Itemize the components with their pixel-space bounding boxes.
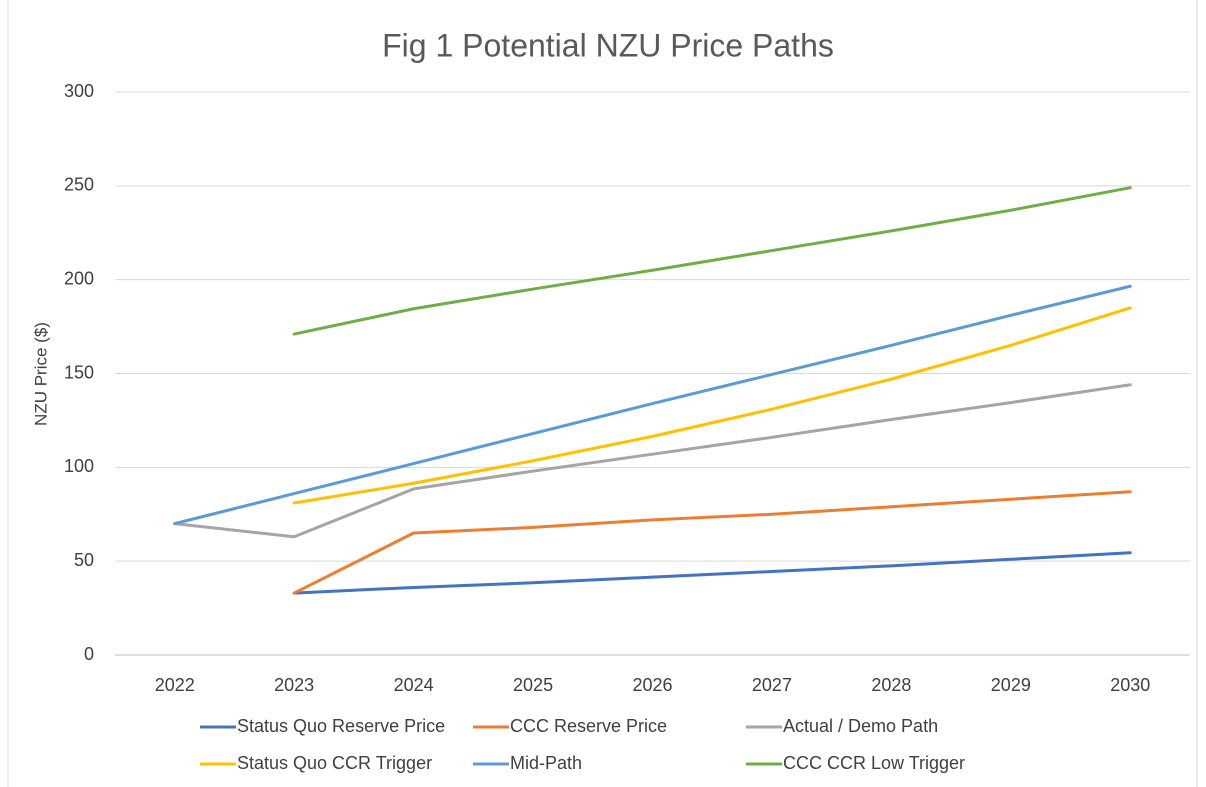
x-tick-label: 2028 — [871, 675, 911, 695]
y-tick-label: 100 — [64, 456, 94, 476]
x-tick-label: 2023 — [274, 675, 314, 695]
chart-title: Fig 1 Potential NZU Price Paths — [382, 27, 834, 63]
legend-label: CCC Reserve Price — [510, 716, 667, 736]
legend-label: Actual / Demo Path — [783, 716, 938, 736]
series-line — [292, 186, 1132, 336]
series-line — [173, 383, 1132, 539]
series-line — [292, 490, 1132, 595]
x-tick-label: 2030 — [1110, 675, 1150, 695]
x-tick-label: 2027 — [752, 675, 792, 695]
x-tick-label: 2024 — [394, 675, 434, 695]
x-tick-label: 2029 — [991, 675, 1031, 695]
series-line — [173, 284, 1132, 526]
y-tick-label: 300 — [64, 81, 94, 101]
legend-label: Status Quo CCR Trigger — [237, 753, 432, 773]
chart-frame — [7, 0, 1198, 787]
y-axis-label: NZU Price ($) — [31, 322, 50, 426]
y-tick-label: 50 — [74, 550, 94, 570]
legend-label: Mid-Path — [510, 753, 582, 773]
legend-label: Status Quo Reserve Price — [237, 716, 445, 736]
y-tick-label: 250 — [64, 175, 94, 195]
x-tick-label: 2026 — [632, 675, 672, 695]
series-line — [292, 306, 1132, 505]
legend-label: CCC CCR Low Trigger — [783, 753, 965, 773]
x-tick-label: 2022 — [155, 675, 195, 695]
y-tick-label: 200 — [64, 268, 94, 288]
series-line — [292, 551, 1132, 595]
y-tick-label: 150 — [64, 362, 94, 382]
y-tick-label: 0 — [84, 644, 94, 664]
x-tick-label: 2025 — [513, 675, 553, 695]
